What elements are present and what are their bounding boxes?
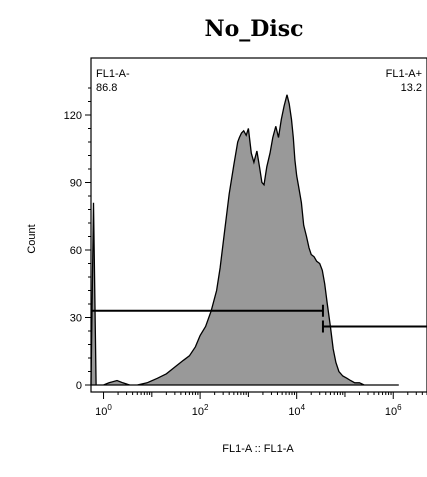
y-tick-label: 90: [70, 178, 82, 190]
x-tick-label: 106: [385, 403, 402, 418]
gate-value-positive: 13.2: [401, 82, 422, 94]
y-tick-label: 0: [76, 380, 82, 392]
gate-value-negative: 86.8: [96, 82, 117, 94]
y-axis-label: Count: [26, 224, 38, 253]
x-tick-label: 104: [288, 403, 305, 418]
y-axis: 0 30 60 90 120: [64, 88, 91, 392]
x-tick-label: 100: [95, 403, 112, 418]
gate-label-positive: FL1-A+: [386, 68, 422, 80]
x-tick-label: 102: [192, 403, 209, 418]
x-axis-label: FL1-A :: FL1-A: [222, 443, 294, 455]
plot-area: [91, 58, 427, 392]
gate-label-negative: FL1-A-: [96, 68, 130, 80]
x-axis: 100 102 104 106: [95, 392, 427, 418]
y-tick-label: 30: [70, 313, 82, 325]
chart-title: No_Disc: [205, 16, 304, 42]
histogram-area: [91, 95, 399, 385]
y-tick-label: 120: [64, 110, 82, 122]
y-tick-label: 60: [70, 245, 82, 257]
